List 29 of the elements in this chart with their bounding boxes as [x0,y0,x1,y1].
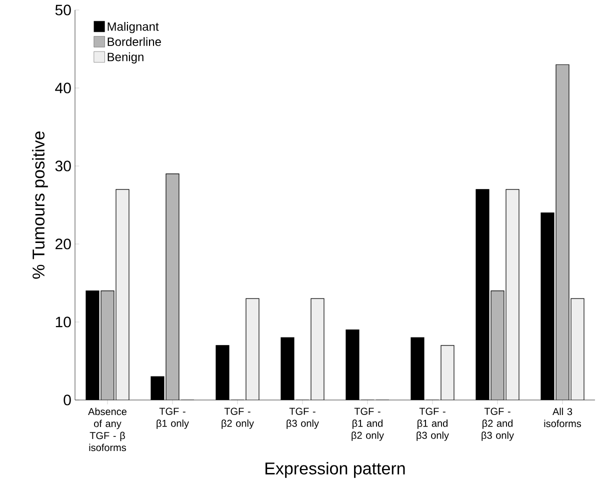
x-tick-label: TGF - β2 only [222,408,254,429]
y-axis-title: % Tumours positive [32,131,48,279]
legend-label: Malignant [108,22,159,34]
bar [116,189,130,400]
legend-label: Benign [108,52,144,64]
y-tick-label: 10 [56,316,71,328]
bar [441,345,454,400]
x-tick-label: TGF - β3 only [286,408,319,429]
bar [491,290,504,400]
y-tick-label: 30 [55,160,71,172]
bar [246,298,260,400]
y-tick-label: 40 [55,82,71,94]
bar [506,189,520,400]
x-axis-title: Expression pattern [266,462,405,478]
bar [570,298,584,400]
y-tick-label: 50 [55,4,71,16]
x-tick-label: TGF - β1 and β3 only [416,408,449,441]
bar [556,64,570,400]
x-tick-label: TGF - β2 and β3 only [482,408,514,441]
bar [101,290,114,400]
y-tick-label: 0 [64,394,71,406]
x-tick-label: All 3 isoforms [544,408,582,428]
legend-label: Borderline [108,37,161,46]
bar [311,298,324,400]
bar [166,174,179,400]
x-tick-label: TGF - β1 and β2 only [352,408,384,441]
y-tick-label: 20 [56,238,71,250]
x-tick-label: Absence of any TGF - β isoforms [88,408,127,452]
x-tick-label: TGF - β1 only [156,408,189,429]
